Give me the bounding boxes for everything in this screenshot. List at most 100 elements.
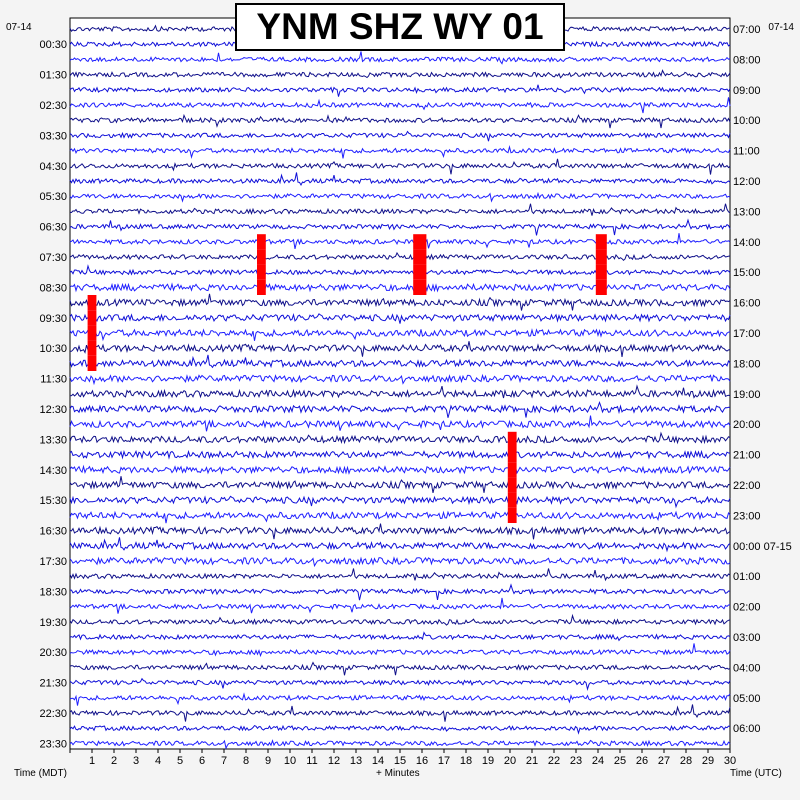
seismic-trace <box>69 172 731 187</box>
right-time-label: 17:00 <box>733 328 761 340</box>
left-time-label: 16:30 <box>39 526 67 538</box>
x-tick-label: 21 <box>526 755 538 767</box>
clipped-event-mark <box>257 279 266 295</box>
seismic-trace <box>69 264 731 276</box>
x-tick-label: 26 <box>636 755 648 767</box>
chart-title-box: YNM SHZ WY 01 <box>235 3 565 51</box>
x-axis-label: + Minutes <box>376 768 420 779</box>
left-time-label: 09:30 <box>39 313 67 325</box>
seismic-trace <box>69 568 731 582</box>
x-tick-label: 6 <box>199 755 205 767</box>
x-tick-label: 1 <box>89 755 95 767</box>
clipped-event-mark <box>257 264 266 280</box>
x-tick-label: 23 <box>570 755 582 767</box>
clipped-event-mark <box>413 249 427 265</box>
x-tick-label: 15 <box>394 755 406 767</box>
seismic-trace <box>69 203 731 216</box>
right-time-label: 12:00 <box>733 176 761 188</box>
clipped-event-mark <box>507 431 517 447</box>
right-time-label: 05:00 <box>733 693 761 705</box>
left-date-label: 07-14 <box>6 22 32 33</box>
x-tick-label: 7 <box>221 755 227 767</box>
seismic-trace <box>69 384 731 399</box>
clipped-event-mark <box>257 249 266 265</box>
right-date-label: 07-14 <box>768 22 794 33</box>
clipped-event-mark <box>87 325 97 341</box>
seismic-trace <box>69 613 731 626</box>
right-time-label: 11:00 <box>733 146 760 158</box>
left-time-label: 11:30 <box>40 374 67 386</box>
right-time-label: 10:00 <box>733 115 761 127</box>
x-tick-label: 24 <box>592 755 604 767</box>
seismic-trace <box>69 293 731 311</box>
seismic-trace <box>70 341 731 357</box>
left-time-label: 03:30 <box>39 130 67 142</box>
clipped-event-mark <box>595 249 607 265</box>
clipped-event-mark <box>507 477 517 493</box>
left-axis-label: Time (MDT) <box>14 768 67 779</box>
seismic-trace <box>69 724 731 735</box>
right-time-label: 23:00 <box>733 510 761 522</box>
seismic-trace <box>69 495 731 509</box>
x-tick-label: 18 <box>460 755 472 767</box>
clipped-event-mark <box>595 264 607 280</box>
left-time-label: 02:30 <box>39 100 67 112</box>
x-tick-label: 19 <box>482 755 494 767</box>
right-time-label: 16:00 <box>733 298 761 310</box>
clipped-event-mark <box>413 279 427 295</box>
x-tick-label: 8 <box>243 755 249 767</box>
seismic-trace <box>69 84 731 97</box>
seismic-trace <box>69 113 731 129</box>
plot-frame <box>69 17 731 750</box>
left-time-label: 18:30 <box>39 586 67 598</box>
left-time-label: 19:30 <box>39 617 67 629</box>
right-time-label: 06:00 <box>733 723 761 735</box>
seismic-trace <box>69 354 731 369</box>
x-tick-label: 2 <box>111 755 117 767</box>
left-time-label: 21:30 <box>39 678 67 690</box>
seismic-trace <box>69 449 731 460</box>
x-axis: 1 2 3 4 5 6 7 8 9 10 11 12 13 14 15 16 17 18 19 20 21 22 23 24 2… <box>69 749 736 767</box>
left-time-label: 01:30 <box>39 70 67 82</box>
x-tick-label: 3 <box>133 755 139 767</box>
left-time-label: 23:30 <box>39 738 67 750</box>
seismic-trace <box>70 583 731 601</box>
x-tick-label: 11 <box>306 755 317 767</box>
seismic-trace <box>69 97 731 114</box>
x-tick-label: 14 <box>372 755 384 767</box>
x-tick-label: 16 <box>416 755 428 767</box>
clipped-event-mark <box>413 264 427 280</box>
seismic-trace <box>69 510 731 524</box>
right-time-label: 18:00 <box>733 358 761 370</box>
seismic-trace <box>69 692 731 706</box>
seismic-trace <box>69 556 731 568</box>
seismic-trace <box>69 631 731 642</box>
clipped-event-mark <box>507 447 517 463</box>
right-time-label: 15:00 <box>733 267 761 279</box>
left-time-label: 05:30 <box>39 191 67 203</box>
seismic-trace <box>69 130 731 142</box>
right-time-label: 20:00 <box>733 419 761 431</box>
seismic-trace <box>69 677 731 692</box>
x-tick-label: 10 <box>284 755 296 767</box>
clipped-event-mark <box>595 234 607 250</box>
seismic-trace <box>69 739 731 750</box>
left-time-label: 04:30 <box>39 161 67 173</box>
right-time-label: 02:00 <box>733 602 761 614</box>
right-time-label: 14:00 <box>733 237 761 249</box>
seismic-trace <box>69 415 731 432</box>
seismic-trace <box>69 661 731 676</box>
seismic-trace <box>69 312 731 324</box>
x-tick-label: 25 <box>614 755 626 767</box>
seismic-trace <box>69 537 731 553</box>
seismic-trace <box>69 431 731 445</box>
x-tick-label: 28 <box>680 755 692 767</box>
x-tick-label: 12 <box>328 755 340 767</box>
clipped-event-mark <box>507 507 517 523</box>
clipped-event-mark <box>507 492 517 508</box>
x-tick-label: 17 <box>438 755 450 767</box>
left-time-label: 06:30 <box>39 222 67 234</box>
left-time-label: 22:30 <box>39 708 67 720</box>
left-time-label: 12:30 <box>39 404 67 416</box>
